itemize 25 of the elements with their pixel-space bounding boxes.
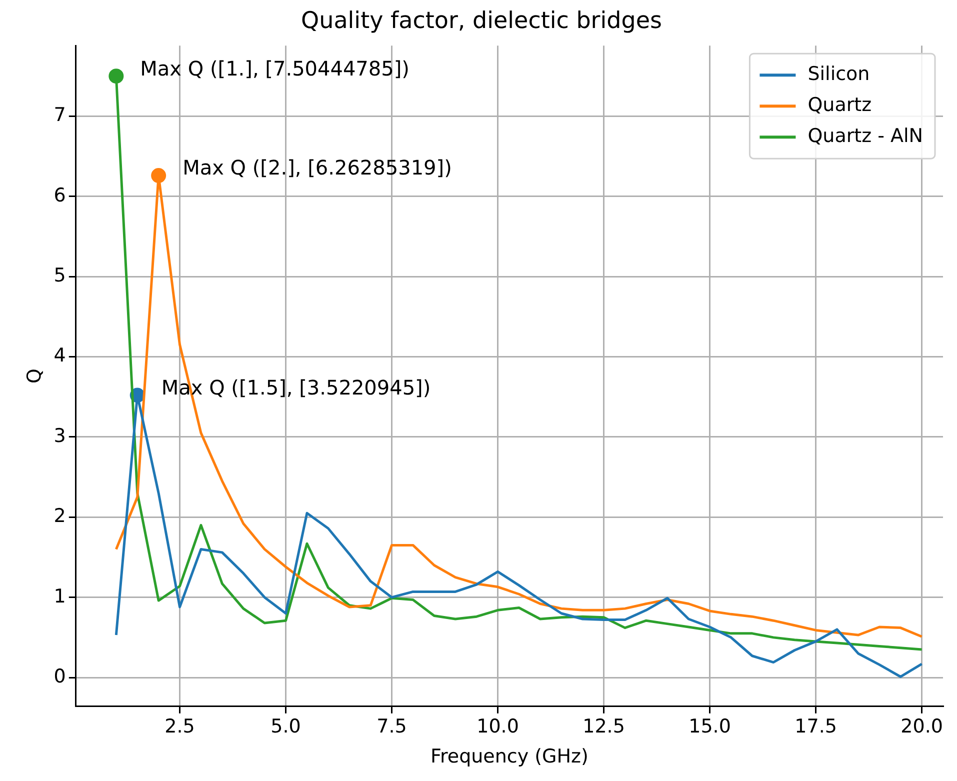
x-tick-label: 15.0 <box>688 716 731 738</box>
x-axis-title: Frequency (GHz) <box>430 746 588 768</box>
y-tick-label: 3 <box>54 424 66 447</box>
x-tick-label: 17.5 <box>794 716 837 738</box>
x-tick-label: 10.0 <box>476 716 519 738</box>
legend-label: Quartz - AlN <box>808 125 924 148</box>
y-tick-label: 6 <box>54 184 66 206</box>
x-tick-label: 2.5 <box>164 716 195 738</box>
y-tick-label: 7 <box>54 104 66 126</box>
point <box>108 68 124 84</box>
chart-title: Quality factor, dielectic bridges <box>301 8 662 34</box>
y-tick-label: 4 <box>54 344 66 367</box>
x-tick-label: 20.0 <box>900 716 943 738</box>
y-tick-label: 2 <box>54 505 66 528</box>
annotation: Max Q ([1.], [7.50444785]) <box>140 56 410 80</box>
y-tick-label: 0 <box>54 665 66 688</box>
legend-label: Quartz <box>808 94 872 116</box>
y-axis-title: Q <box>23 368 46 384</box>
legend-label: Silicon <box>808 63 870 86</box>
y-tick-label: 1 <box>54 585 66 608</box>
x-tick-label: 12.5 <box>582 716 625 738</box>
y-tick-label: 5 <box>54 264 66 286</box>
annotation: Max Q ([2.], [6.26285319]) <box>182 156 452 180</box>
x-tick-label: 5.0 <box>270 716 301 738</box>
x-tick-label: 7.5 <box>376 716 407 738</box>
